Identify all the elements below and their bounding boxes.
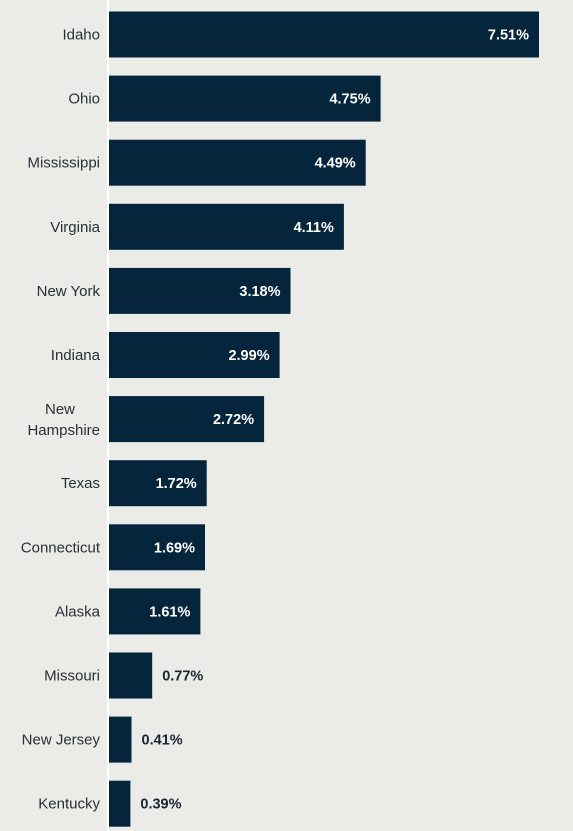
labels-layer: Idaho 7.51% Ohio 4.75% Mississippi 4.49% Virgi…	[21, 27, 529, 813]
bar-connecticut	[108, 524, 205, 571]
category-label-new-york: New York	[37, 283, 101, 300]
bar-mississippi	[108, 139, 366, 186]
category-label-kentucky: Kentucky	[38, 796, 100, 813]
value-label-idaho: 7.51%	[488, 28, 529, 44]
bar-idaho	[108, 11, 539, 58]
value-label-virginia: 4.11%	[294, 220, 334, 236]
category-label-line: Hampshire	[27, 422, 100, 439]
category-label-virginia: Virginia	[50, 219, 100, 236]
category-label-ohio: Ohio	[68, 91, 100, 108]
category-label-connecticut: Connecticut	[21, 539, 101, 556]
category-label-missouri: Missouri	[44, 668, 100, 685]
category-label-idaho: Idaho	[62, 27, 100, 44]
bar-new-hampshire	[108, 396, 265, 443]
bar-ohio	[108, 75, 381, 122]
bars-layer	[108, 11, 539, 827]
value-label-indiana: 2.99%	[228, 348, 269, 364]
category-label-alaska: Alaska	[55, 603, 101, 620]
bar-new-jersey	[108, 716, 132, 763]
value-label-new-york: 3.18%	[239, 284, 280, 300]
value-label-mississippi: 4.49%	[315, 156, 356, 172]
value-label-connecticut: 1.69%	[154, 540, 195, 556]
value-label-alaska: 1.61%	[149, 604, 190, 620]
bar-new-york	[108, 267, 291, 314]
bar-texas	[108, 460, 207, 507]
value-label-texas: 1.72%	[156, 476, 197, 492]
value-label-new-jersey: 0.41%	[142, 733, 183, 749]
bar-alaska	[108, 588, 201, 635]
bar-kentucky	[108, 780, 131, 827]
bar-indiana	[108, 332, 280, 378]
bar-virginia	[108, 203, 344, 250]
category-label-texas: Texas	[61, 475, 100, 492]
category-label-line: New	[45, 401, 75, 418]
category-label-indiana: Indiana	[51, 347, 101, 364]
value-label-new-hampshire: 2.72%	[213, 412, 254, 428]
category-label-new-jersey: New Jersey	[22, 732, 101, 749]
value-label-missouri: 0.77%	[162, 669, 203, 685]
value-label-kentucky: 0.39%	[140, 797, 181, 813]
value-label-ohio: 4.75%	[329, 92, 370, 108]
category-label-new-hampshire: New Hampshire	[27, 401, 100, 439]
bar-missouri	[108, 652, 153, 699]
category-label-mississippi: Mississippi	[27, 155, 100, 172]
